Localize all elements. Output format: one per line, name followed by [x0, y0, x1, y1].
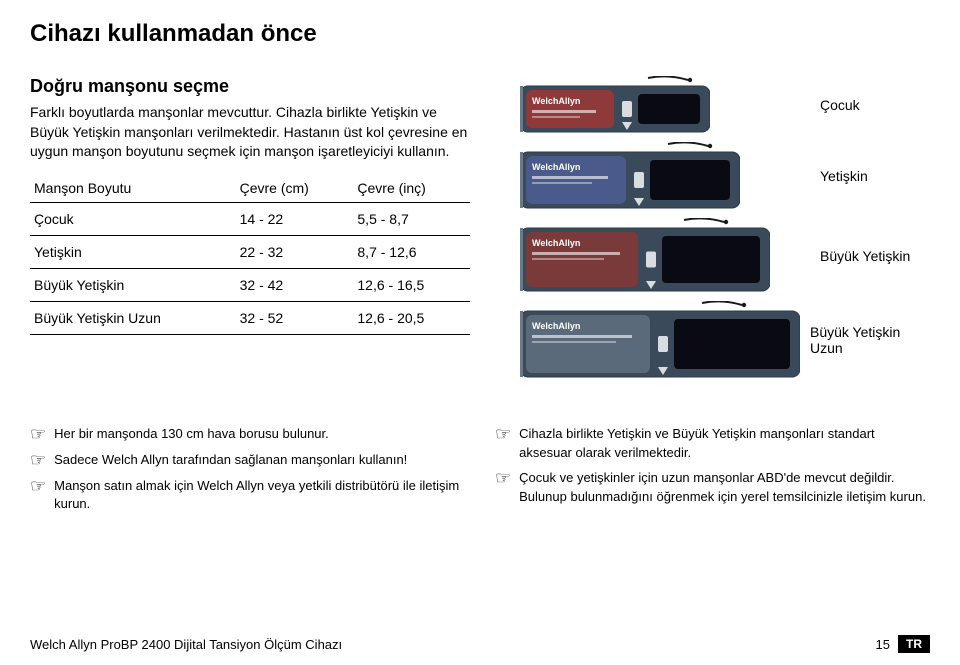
- cuff-row: WelchAllyn Yetişkin: [520, 142, 930, 210]
- table-cell: 22 - 32: [236, 235, 354, 268]
- note-item: ☞ Sadece Welch Allyn tarafından sağlanan …: [30, 451, 465, 471]
- note-item: ☞ Cihazla birlikte Yetişkin ve Büyük Yeti…: [495, 425, 930, 463]
- table-cell: 12,6 - 16,5: [353, 268, 470, 301]
- table-cell: 14 - 22: [236, 202, 354, 235]
- table-cell: 8,7 - 12,6: [353, 235, 470, 268]
- cuff-row: WelchAllyn Çocuk: [520, 76, 930, 134]
- pointing-hand-icon: ☞: [495, 425, 511, 445]
- table-cell: Çocuk: [30, 202, 236, 235]
- top-section: Doğru manşonu seçme Farklı boyutlarda ma…: [30, 76, 930, 387]
- note-text: Çocuk ve yetişkinler için uzun manşonlar…: [519, 469, 930, 507]
- pointing-hand-icon: ☞: [495, 469, 511, 489]
- svg-text:WelchAllyn: WelchAllyn: [532, 238, 580, 248]
- page-number: 15: [876, 637, 890, 652]
- table-row: Yetişkin22 - 328,7 - 12,6: [30, 235, 470, 268]
- cuff-illustration: WelchAllyn: [520, 76, 810, 134]
- page-footer: Welch Allyn ProBP 2400 Dijital Tansiyon …: [30, 635, 930, 653]
- table-cell: 5,5 - 8,7: [353, 202, 470, 235]
- language-badge: TR: [898, 635, 930, 653]
- table-cell: 12,6 - 20,5: [353, 301, 470, 334]
- section-subtitle: Doğru manşonu seçme: [30, 76, 500, 97]
- table-cell: Büyük Yetişkin Uzun: [30, 301, 236, 334]
- cuff-illustration: WelchAllyn: [520, 142, 810, 210]
- table-header: Çevre (cm): [236, 174, 354, 203]
- table-cell: 32 - 52: [236, 301, 354, 334]
- footer-page-box: 15 TR: [876, 635, 930, 653]
- table-header: Çevre (inç): [353, 174, 470, 203]
- cuff-size-table: Manşon Boyutu Çevre (cm) Çevre (inç) Çoc…: [30, 174, 470, 335]
- cuff-label: Yetişkin: [820, 168, 868, 184]
- notes-section: ☞ Her bir manşonda 130 cm hava borusu bul…: [30, 425, 930, 520]
- cuff-label: Büyük Yetişkin Uzun: [810, 324, 930, 356]
- note-text: Manşon satın almak için Welch Allyn veya…: [54, 477, 465, 515]
- table-row: Büyük Yetişkin32 - 4212,6 - 16,5: [30, 268, 470, 301]
- left-column: Doğru manşonu seçme Farklı boyutlarda ma…: [30, 76, 500, 387]
- cuff-illustration: WelchAllyn: [520, 218, 810, 293]
- pointing-hand-icon: ☞: [30, 477, 46, 497]
- note-item: ☞ Çocuk ve yetişkinler için uzun manşonla…: [495, 469, 930, 507]
- cuff-label: Çocuk: [820, 97, 860, 113]
- svg-text:WelchAllyn: WelchAllyn: [532, 321, 580, 331]
- cuff-label: Büyük Yetişkin: [820, 248, 910, 264]
- cuff-row: WelchAllyn Büyük Yetişkin: [520, 218, 930, 293]
- svg-text:WelchAllyn: WelchAllyn: [532, 96, 580, 106]
- note-item: ☞ Manşon satın almak için Welch Allyn vey…: [30, 477, 465, 515]
- pointing-hand-icon: ☞: [30, 425, 46, 445]
- pointing-hand-icon: ☞: [30, 451, 46, 471]
- notes-left-column: ☞ Her bir manşonda 130 cm hava borusu bul…: [30, 425, 465, 520]
- note-text: Sadece Welch Allyn tarafından sağlanan m…: [54, 451, 407, 470]
- note-text: Her bir manşonda 130 cm hava borusu bulu…: [54, 425, 329, 444]
- cuff-illustration: WelchAllyn: [520, 301, 800, 379]
- table-cell: Yetişkin: [30, 235, 236, 268]
- intro-paragraph: Farklı boyutlarda manşonlar mevcuttur. C…: [30, 103, 470, 162]
- table-row: Çocuk14 - 225,5 - 8,7: [30, 202, 470, 235]
- table-header: Manşon Boyutu: [30, 174, 236, 203]
- table-cell: Büyük Yetişkin: [30, 268, 236, 301]
- note-text: Cihazla birlikte Yetişkin ve Büyük Yetiş…: [519, 425, 930, 463]
- table-cell: 32 - 42: [236, 268, 354, 301]
- table-header-row: Manşon Boyutu Çevre (cm) Çevre (inç): [30, 174, 470, 203]
- right-column: WelchAllyn Çocuk WelchAllyn Yetişkin Wel…: [520, 76, 930, 387]
- cuff-row: WelchAllyn Büyük Yetişkin Uzun: [520, 301, 930, 379]
- footer-product-name: Welch Allyn ProBP 2400 Dijital Tansiyon …: [30, 637, 342, 652]
- svg-text:WelchAllyn: WelchAllyn: [532, 162, 580, 172]
- notes-right-column: ☞ Cihazla birlikte Yetişkin ve Büyük Yeti…: [495, 425, 930, 520]
- page-title: Cihazı kullanmadan önce: [30, 20, 930, 48]
- table-row: Büyük Yetişkin Uzun32 - 5212,6 - 20,5: [30, 301, 470, 334]
- note-item: ☞ Her bir manşonda 130 cm hava borusu bul…: [30, 425, 465, 445]
